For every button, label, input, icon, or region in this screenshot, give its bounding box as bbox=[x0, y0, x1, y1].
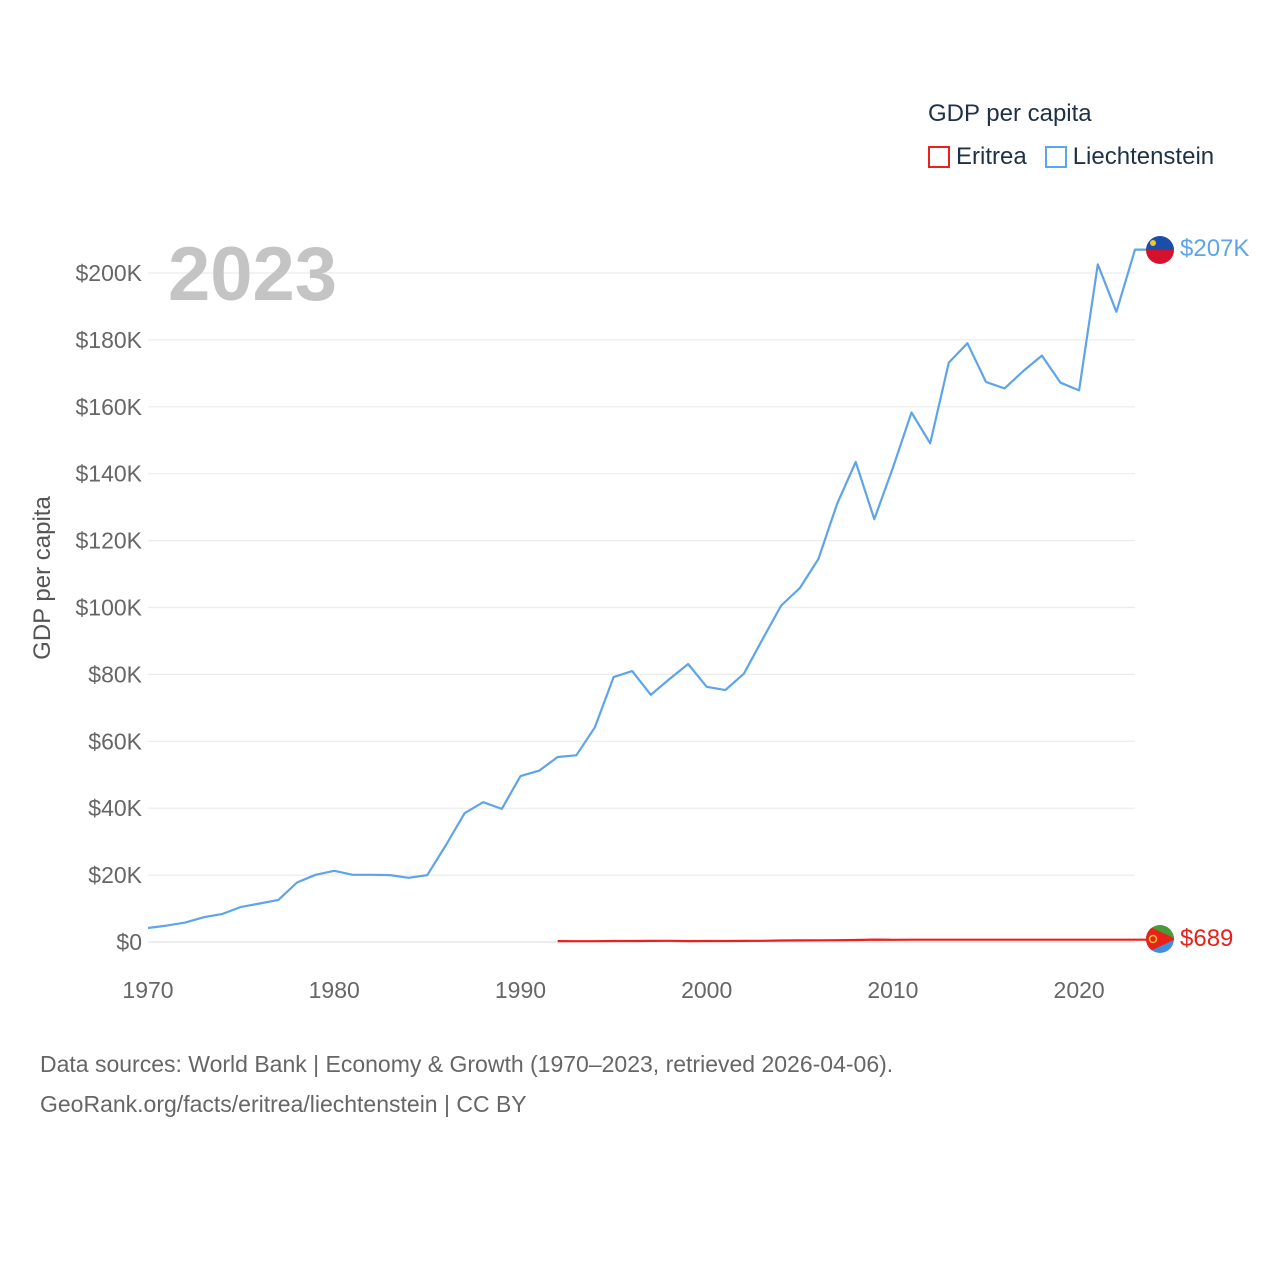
x-tick-label: 1970 bbox=[122, 977, 173, 1003]
eritrea-flag-icon bbox=[1146, 925, 1174, 953]
y-tick-label: $20K bbox=[88, 862, 142, 888]
y-tick-label: $0 bbox=[116, 929, 142, 955]
y-axis-title: GDP per capita bbox=[29, 496, 56, 660]
data-sources-text: Data sources: World Bank | Economy & Gro… bbox=[40, 1051, 894, 1077]
y-tick-label: $200K bbox=[75, 260, 142, 286]
y-tick-label: $80K bbox=[88, 661, 142, 687]
y-tick-label: $140K bbox=[75, 461, 142, 487]
chart-footer: Data sources: World Bank | Economy & Gro… bbox=[40, 1044, 893, 1124]
y-axis-ticks: $0 $20K $40K $60K $80K $100K $120K $140K $160K $1… bbox=[75, 260, 142, 955]
x-tick-label: 1990 bbox=[495, 977, 546, 1003]
legend-item-eritrea[interactable]: Eritrea bbox=[928, 143, 1027, 171]
series-line-eritrea bbox=[557, 938, 1160, 943]
x-tick-label: 2020 bbox=[1054, 977, 1105, 1003]
y-tick-label: $40K bbox=[88, 795, 142, 821]
y-tick-label: $120K bbox=[75, 528, 142, 554]
legend-label-liechtenstein: Liechtenstein bbox=[1072, 143, 1215, 170]
legend-title: GDP per capita bbox=[928, 100, 1092, 127]
liechtenstein-flag-icon bbox=[1146, 236, 1174, 264]
y-tick-label: $100K bbox=[75, 595, 142, 621]
x-tick-label: 2010 bbox=[867, 977, 918, 1003]
series-lines bbox=[147, 248, 1160, 943]
liechtenstein-end-value: $207K bbox=[1180, 235, 1249, 262]
grid-lines bbox=[148, 272, 1135, 943]
eritrea-end-value: $689 bbox=[1180, 925, 1233, 952]
y-tick-label: $180K bbox=[75, 327, 142, 353]
series-line-liechtenstein bbox=[147, 248, 1160, 930]
x-tick-label: 2000 bbox=[681, 977, 732, 1003]
x-tick-label: 1980 bbox=[309, 977, 360, 1003]
legend: Eritrea Liechtenstein bbox=[928, 143, 1232, 171]
y-tick-label: $160K bbox=[75, 394, 142, 420]
attribution-link[interactable]: GeoRank.org/facts/eritrea/liechtenstein … bbox=[40, 1091, 527, 1117]
y-tick-label: $60K bbox=[88, 728, 142, 754]
legend-label-eritrea: Eritrea bbox=[956, 143, 1027, 170]
legend-swatch-liechtenstein bbox=[1044, 146, 1067, 168]
big-year-label: 2023 bbox=[168, 232, 337, 317]
legend-swatch-eritrea bbox=[928, 146, 950, 168]
legend-item-liechtenstein[interactable]: Liechtenstein bbox=[1044, 143, 1215, 171]
x-axis-ticks: 1970 1980 1990 2000 2010 2020 bbox=[122, 977, 1104, 1003]
